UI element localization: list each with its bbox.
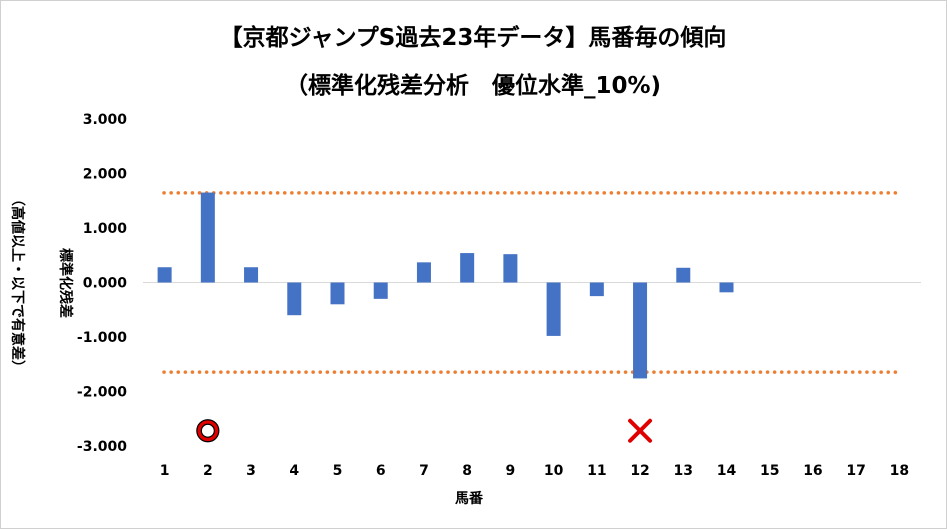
y-tick-label: 2.000 (83, 167, 128, 183)
y-axis-label: 標準化残差 (57, 248, 74, 318)
x-axis-label: 馬番 (455, 490, 484, 507)
bar (589, 282, 604, 297)
x-tick-label: 6 (376, 463, 386, 479)
bar (503, 254, 518, 283)
x-tick-label: 13 (674, 463, 693, 479)
y-tick-label: 0.000 (83, 276, 128, 292)
x-tick-label: 16 (803, 463, 822, 479)
x-tick-label: 2 (203, 463, 213, 479)
bar (416, 262, 431, 283)
bar (330, 282, 345, 305)
circle-marker-inner (200, 423, 215, 438)
y-tick-label: 3.000 (83, 112, 128, 128)
bar (460, 253, 475, 283)
bar (546, 282, 561, 336)
bar (244, 267, 259, 283)
cross-marker (628, 418, 653, 443)
y-tick-label: -1.000 (77, 330, 127, 346)
x-tick-label: 15 (760, 463, 779, 479)
markers (196, 418, 653, 443)
threshold-lines (162, 191, 901, 374)
x-tick-label: 7 (419, 463, 429, 479)
x-tick-label: 17 (846, 463, 865, 479)
y-axis-note: （高値以上・以下で有意差） (9, 192, 26, 374)
x-tick-label: 18 (890, 463, 909, 479)
bar (157, 267, 172, 283)
x-tick-label: 14 (717, 463, 737, 479)
bar (719, 282, 734, 293)
bar (373, 282, 388, 299)
x-tick-label: 1 (160, 463, 170, 479)
x-tick-label: 9 (506, 463, 516, 479)
chart-title: 【京都ジャンプS過去23年データ】馬番毎の傾向 (220, 24, 727, 51)
y-tick-labels: 3.000 2.000 1.000 0.000 -1.000 -2.000 -3.000 (77, 112, 127, 455)
bars (157, 192, 734, 379)
x-tick-label: 11 (587, 463, 606, 479)
x-tick-label: 4 (289, 463, 299, 479)
x-tick-label: 12 (630, 463, 649, 479)
chart-subtitle: （標準化残差分析 優位水準_10%) (285, 72, 661, 99)
bar (676, 267, 691, 283)
y-tick-label: 1.000 (83, 221, 128, 237)
y-tick-label: -3.000 (77, 439, 127, 455)
bar (200, 192, 215, 283)
x-tick-labels: 1 2 3 4 5 6 7 8 9 10 11 12 13 14 15 16 17 18 (160, 463, 909, 479)
x-tick-label: 10 (544, 463, 564, 479)
x-tick-label: 3 (246, 463, 256, 479)
x-tick-label: 5 (333, 463, 343, 479)
x-tick-label: 8 (462, 463, 472, 479)
bar (633, 282, 648, 379)
y-tick-label: -2.000 (77, 385, 127, 401)
circle-marker-outline (196, 419, 220, 443)
bar (287, 282, 302, 316)
